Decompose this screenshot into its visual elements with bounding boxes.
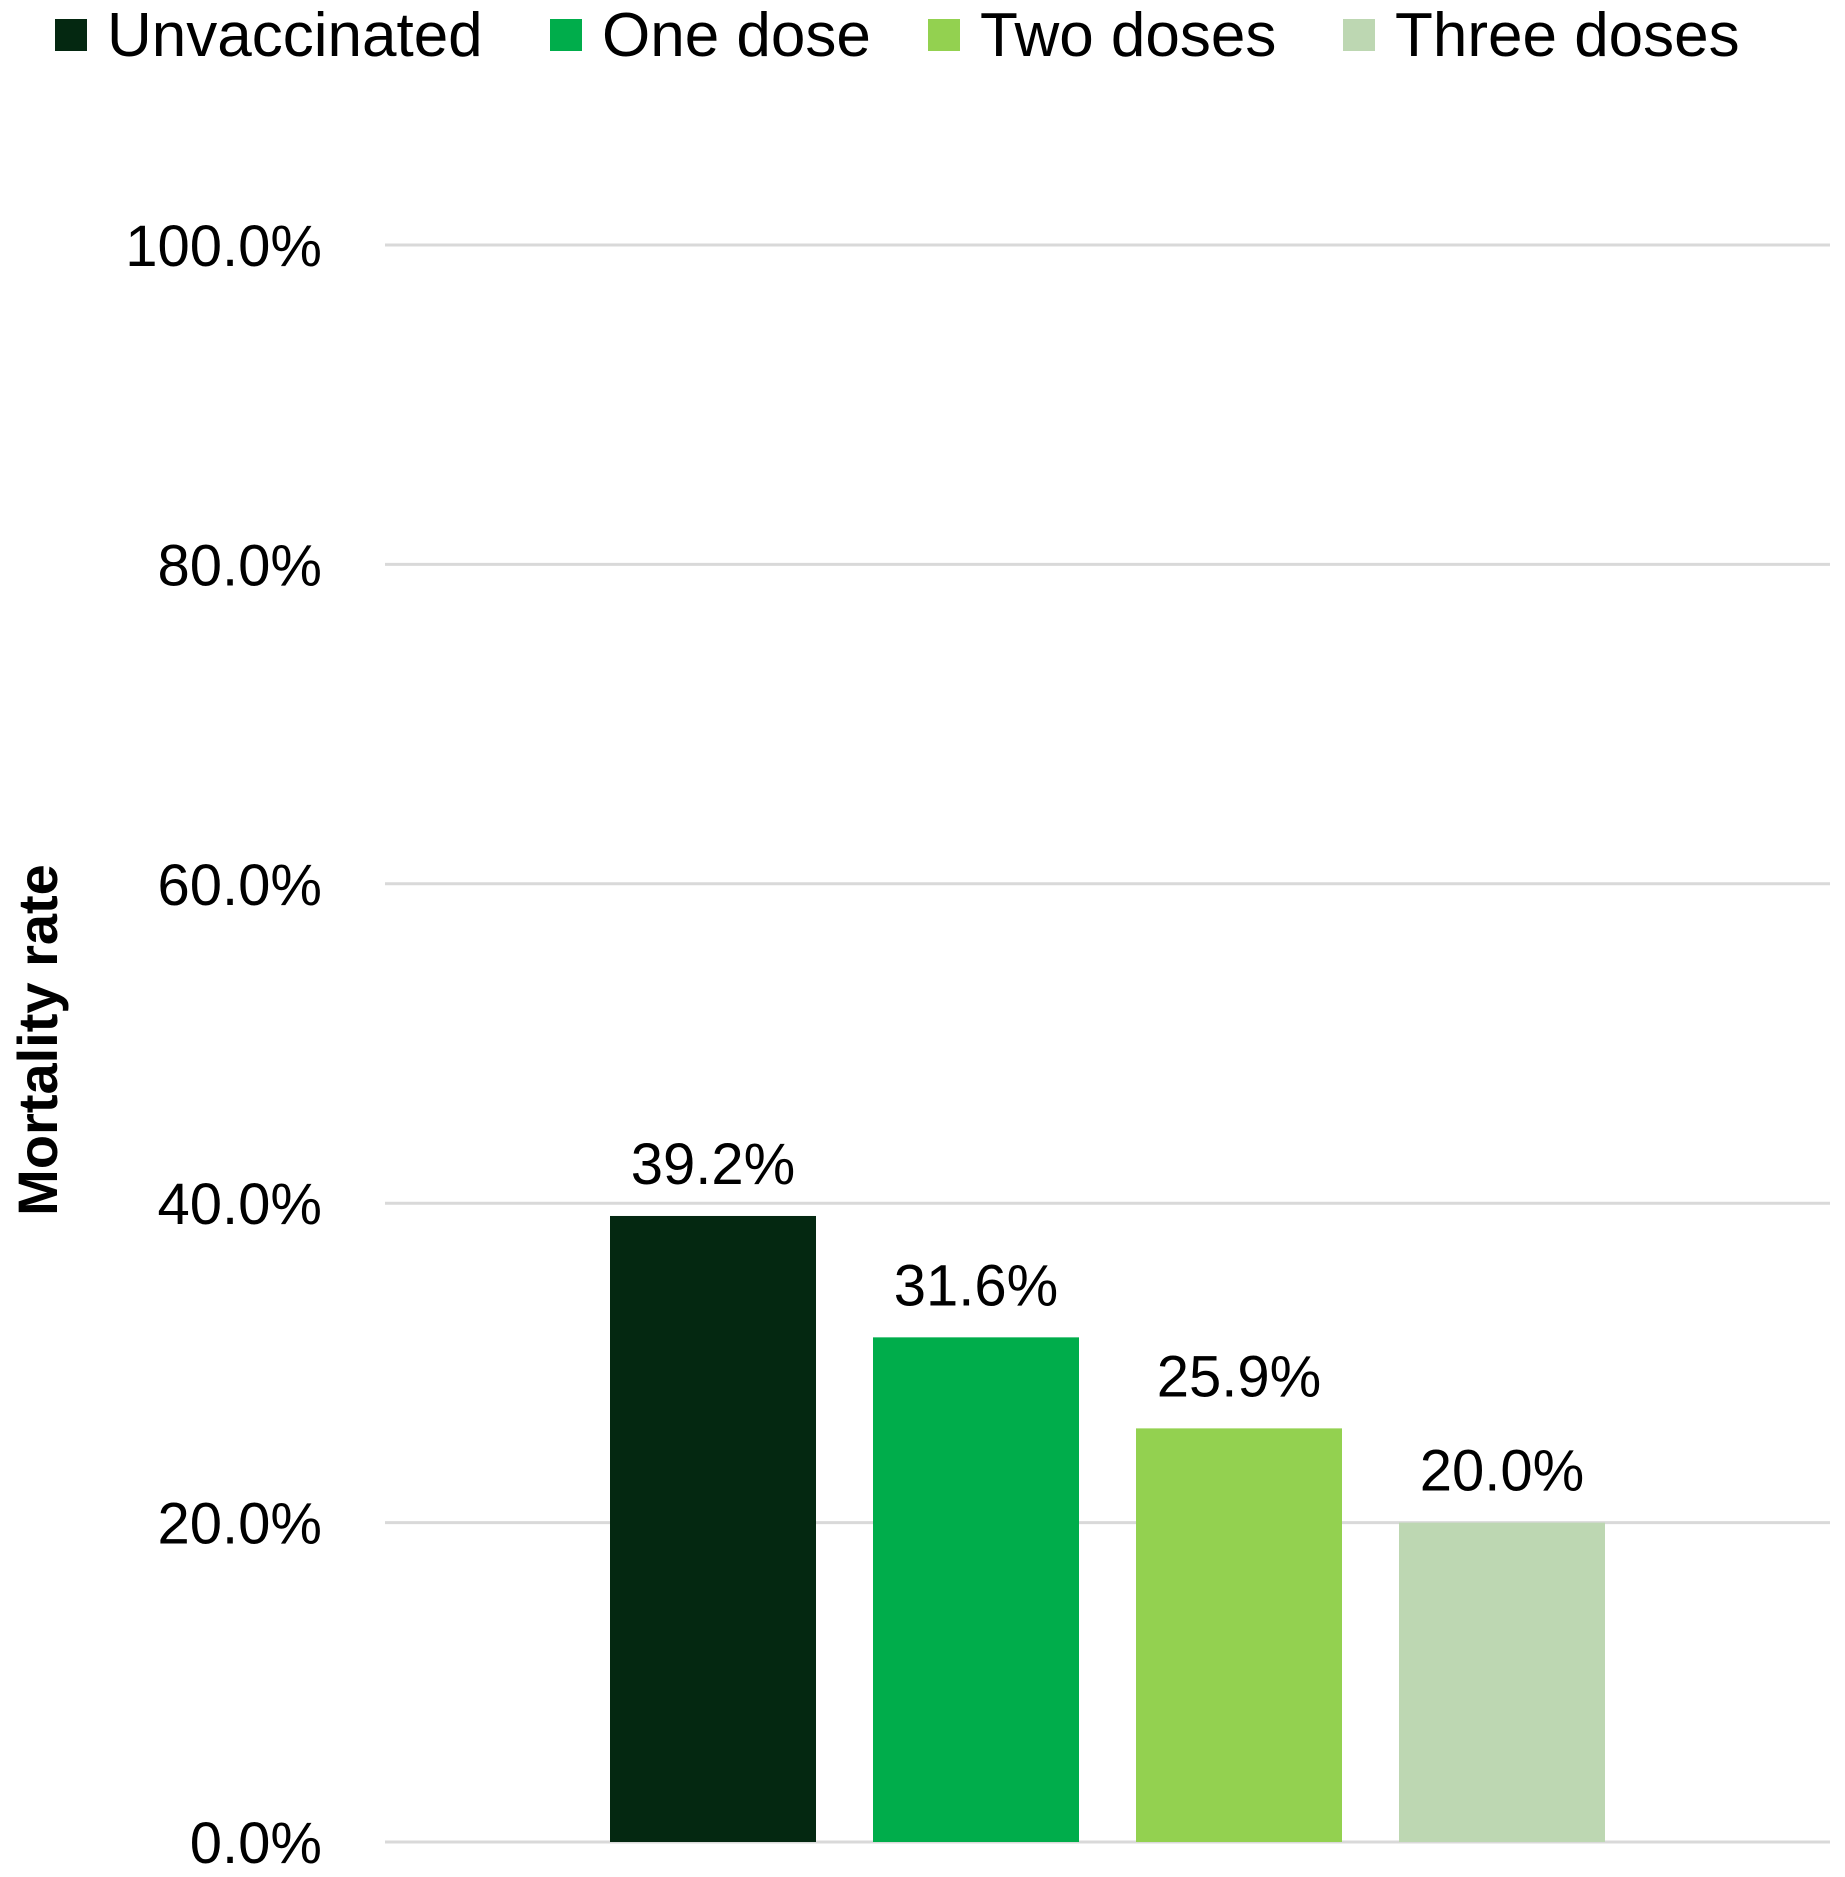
y-tick-label: 60.0% — [158, 853, 322, 918]
legend-label: Three doses — [1395, 1, 1740, 70]
legend-swatch — [1343, 19, 1375, 51]
legend-label: One dose — [602, 1, 871, 70]
y-tick-label: 0.0% — [190, 1811, 322, 1876]
legend-swatch — [928, 19, 960, 51]
data-label: 20.0% — [1420, 1439, 1584, 1504]
bar-three-doses — [1399, 1522, 1605, 1842]
legend-label: Two doses — [980, 1, 1276, 70]
legend-label: Unvaccinated — [107, 1, 483, 70]
data-label: 25.9% — [1157, 1344, 1321, 1409]
bars — [610, 1215, 1605, 1842]
y-tick-label: 20.0% — [158, 1492, 322, 1557]
data-label: 31.6% — [894, 1253, 1058, 1318]
legend-swatch — [55, 19, 87, 51]
data-label: 39.2% — [631, 1132, 795, 1197]
bar-unvaccinated — [610, 1215, 816, 1842]
y-tick-label: 100.0% — [125, 214, 322, 279]
y-tick-label: 40.0% — [158, 1172, 322, 1237]
bar-two-doses — [1136, 1428, 1342, 1842]
gridlines — [385, 243, 1830, 1844]
y-axis-label: Mortality rate — [6, 864, 69, 1216]
data-labels: 39.2% 31.6% 25.9% 20.0% — [631, 1132, 1584, 1504]
y-tick-label: 80.0% — [158, 533, 322, 598]
legend-swatch — [550, 19, 582, 51]
y-axis-ticks: 0.0% 20.0% 40.0% 60.0% 80.0% 100.0% — [125, 214, 322, 1876]
bar-one-dose — [873, 1337, 1079, 1842]
legend: Unvaccinated One dose Two doses Three doses — [55, 1, 1740, 70]
